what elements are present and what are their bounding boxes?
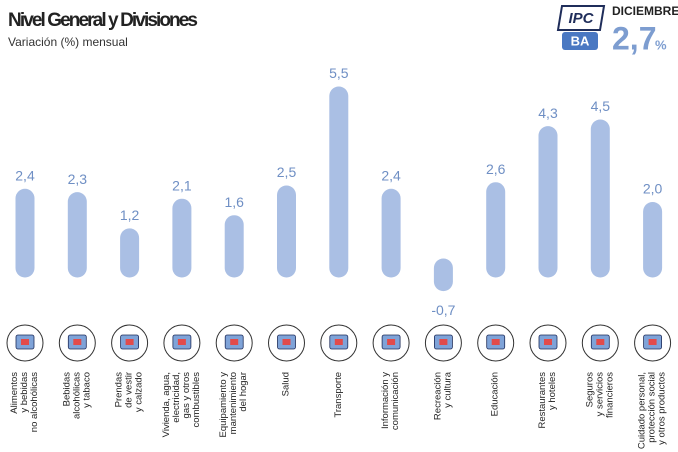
logo-frame xyxy=(556,5,606,31)
category-icon-shape xyxy=(544,339,552,345)
value-label: 2,4 xyxy=(381,168,401,184)
headline-value: 2,7 xyxy=(612,20,656,56)
bar xyxy=(67,192,87,278)
category-label: Información y comunicación xyxy=(380,372,402,431)
category-label: Educación xyxy=(489,372,501,417)
chart-subtitle: Variación (%) mensual xyxy=(8,35,128,49)
category-icon-shape xyxy=(125,339,134,345)
logo-text: BA xyxy=(571,33,590,48)
bar xyxy=(433,258,453,292)
value-label: 2,4 xyxy=(15,168,35,184)
headline-unit: % xyxy=(655,37,667,52)
bar xyxy=(329,86,349,278)
bar xyxy=(15,188,35,278)
category-label: Equipamiento y mantenimiento del hogar xyxy=(218,372,250,438)
headline-month: DICIEMBRE xyxy=(612,4,678,18)
category-label: Salud xyxy=(280,372,292,397)
category-label: Restaurantes y hoteles xyxy=(537,372,558,429)
category-icon-shape xyxy=(387,339,396,345)
bar xyxy=(224,215,244,278)
bar xyxy=(643,202,663,278)
category-label: Recreación y cultura xyxy=(432,372,454,421)
value-label: 1,6 xyxy=(224,194,244,210)
value-label: -0,7 xyxy=(431,302,455,318)
category-icon-shape xyxy=(21,339,29,345)
category-label: Vivienda, agua, electricidad, gas y otro… xyxy=(160,372,202,438)
chart-title: Nivel General y Divisiones xyxy=(8,10,198,31)
category-icon-shape xyxy=(230,339,239,345)
value-label: 5,5 xyxy=(329,65,349,81)
bar xyxy=(120,228,140,278)
value-label: 2,1 xyxy=(172,177,192,193)
category-icon-shape xyxy=(491,339,500,345)
bar xyxy=(277,185,296,278)
category-icon-shape xyxy=(648,339,657,345)
bar xyxy=(538,126,558,278)
value-label: 4,5 xyxy=(591,98,611,114)
category-icon-shape xyxy=(282,339,291,345)
logo-box xyxy=(562,32,598,50)
category-label: Alimentos y bebidas no alcohólicas xyxy=(9,372,40,433)
category-icon-shape xyxy=(334,339,343,345)
category-label: Prendas de vestir y calzado xyxy=(113,372,145,413)
category-icon-shape xyxy=(439,339,448,345)
value-label: 2,6 xyxy=(486,161,506,177)
value-label: 4,3 xyxy=(538,105,558,121)
bar xyxy=(172,198,192,278)
category-label: Cuidado personal, protección social y ot… xyxy=(636,372,668,450)
category-label: Seguros y servicios financieros xyxy=(584,372,616,418)
category-icon-shape xyxy=(73,339,82,345)
logo-text: IPC xyxy=(568,10,594,27)
category-label: Transporte xyxy=(332,372,344,418)
category-icon-shape xyxy=(177,339,186,345)
category-label: Bebidas alcohólicas y tabaco xyxy=(61,372,93,419)
value-label: 2,5 xyxy=(277,164,297,180)
value-label: 2,3 xyxy=(68,171,88,187)
category-icon-shape xyxy=(596,339,605,345)
bar xyxy=(486,182,506,278)
value-label: 2,0 xyxy=(643,181,663,197)
value-label: 1,2 xyxy=(120,207,140,223)
bar xyxy=(381,188,401,278)
bar xyxy=(590,119,610,278)
